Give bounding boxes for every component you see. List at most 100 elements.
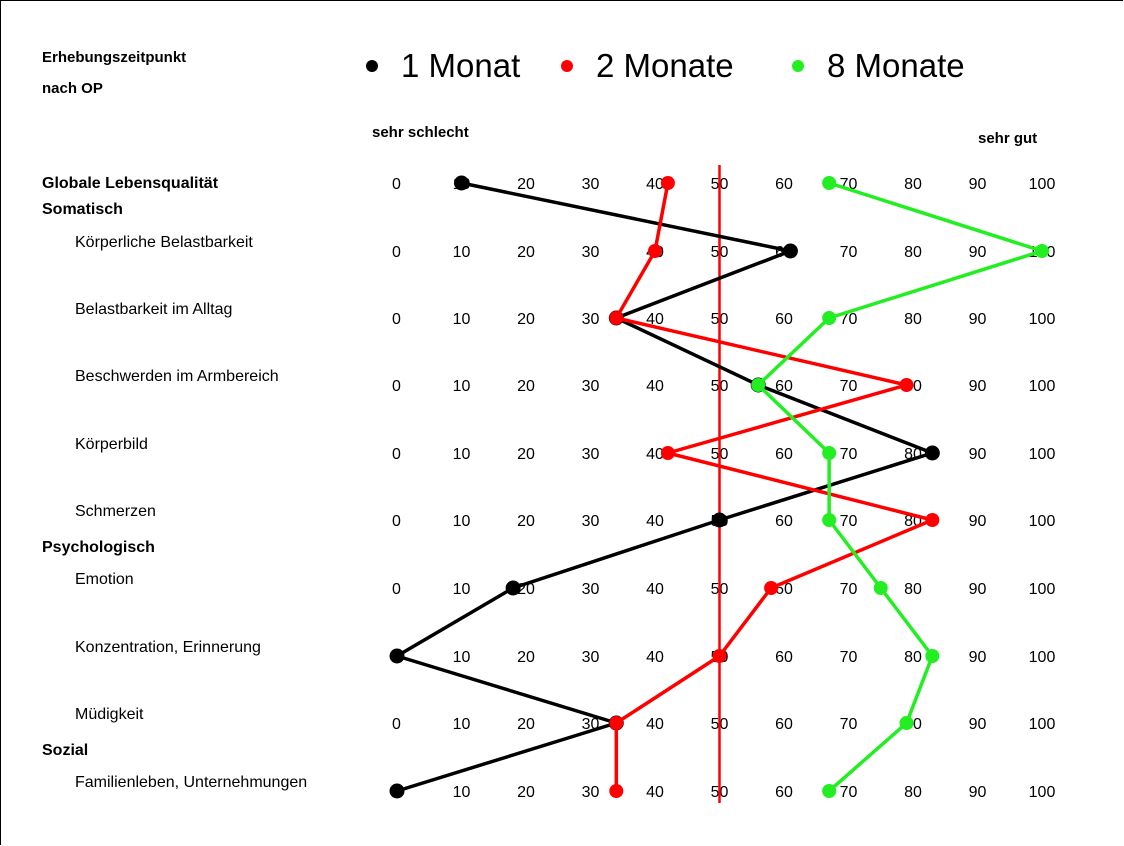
tick-label: 90 [969,446,987,463]
data-point [389,648,405,664]
tick-label: 90 [969,784,987,801]
tick-label: 40 [646,446,664,463]
data-point [764,581,779,595]
category-label: Globale Lebensqualität [42,175,219,192]
tick-label: 0 [392,378,401,395]
tick-label: 10 [453,784,471,801]
tick-label: 10 [453,716,471,733]
data-point [925,513,940,527]
tick-label: 90 [969,581,987,598]
legend-label: 1 Monat [401,47,520,84]
tick-label: 10 [453,378,471,395]
tick-label: 0 [392,446,401,463]
tick-label: 40 [646,513,664,530]
data-point [822,784,837,798]
row-label: Schmerzen [75,503,156,520]
tick-label: 70 [840,311,858,328]
row-label: Emotion [75,571,134,588]
data-point [822,176,837,190]
tick-label: 30 [582,649,600,666]
tick-label: 40 [646,311,664,328]
tick-label: 20 [517,649,535,666]
row-label: Beschwerden im Armbereich [75,368,279,385]
tick-label: 90 [969,649,987,666]
tick-label: 40 [646,176,664,193]
legend-marker [366,60,378,72]
data-point [782,243,798,259]
tick-label: 20 [517,176,535,193]
tick-label: 70 [840,649,858,666]
tick-label: 20 [517,716,535,733]
tick-label: 0 [392,581,401,598]
tick-label: 80 [904,244,922,261]
tick-label: 60 [775,649,793,666]
row-labels: Globale Lebensqualität Somatisch Körperlic… [42,175,307,791]
tick-label: 80 [904,176,922,193]
tick-label: 70 [840,716,858,733]
tick-label: 20 [517,784,535,801]
row-label: Belastbarkeit im Alltag [75,301,232,318]
data-point [609,716,624,730]
data-point [1035,244,1049,258]
legend-title-line-2: nach OP [42,80,103,97]
tick-label: 80 [904,311,922,328]
category-label: Sozial [42,742,88,759]
tick-label: 90 [969,716,987,733]
legend-title-line-1: Erhebungszeitpunkt [42,49,186,66]
tick-label: 30 [582,176,600,193]
tick-label: 10 [453,581,471,598]
data-point [924,445,940,461]
tick-label: 0 [392,244,401,261]
tick-label: 90 [969,378,987,395]
tick-label: 80 [904,581,922,598]
data-point [660,176,675,190]
tick-label: 10 [453,513,471,530]
row-label: Körperliche Belastbarkeit [75,234,253,251]
tick-label: 0 [392,513,401,530]
tick-label: 100 [1029,716,1056,733]
tick-label: 30 [582,784,600,801]
data-point [822,311,837,325]
data-point [454,175,469,191]
data-point [609,784,624,798]
tick-label: 10 [453,311,471,328]
data-point [712,649,727,663]
tick-label: 30 [582,311,600,328]
tick-label: 40 [646,716,664,733]
tick-label: 60 [775,176,793,193]
data-point [648,244,662,258]
tick-label: 90 [969,311,987,328]
data-point [660,446,675,460]
tick-label: 90 [969,244,987,261]
tick-label: 30 [582,513,600,530]
series-line [395,181,935,793]
data-point [899,716,914,730]
tick-label: 0 [392,176,401,193]
tick-label: 80 [904,649,922,666]
data-point [899,378,914,392]
tick-label: 20 [517,513,535,530]
tick-label: 20 [517,244,535,261]
data-point [505,580,521,596]
data-point [609,311,624,325]
tick-label: 60 [775,446,793,463]
tick-label: 30 [582,244,600,261]
row-label: Körperbild [75,436,148,453]
tick-label: 100 [1029,378,1056,395]
tick-label: 0 [392,716,401,733]
tick-label: 100 [1029,513,1056,530]
tick-label: 70 [840,378,858,395]
tick-label: 10 [453,244,471,261]
tick-label: 100 [1029,446,1056,463]
tick-label: 20 [517,378,535,395]
data-point [389,783,405,799]
tick-label: 40 [646,649,664,666]
tick-label: 60 [775,716,793,733]
data-point [822,446,837,460]
tick-label: 80 [904,784,922,801]
tick-label: 70 [840,446,858,463]
tick-label: 100 [1029,784,1056,801]
data-point [822,513,837,527]
tick-labels: 0102030405060708090100010203040506070809… [392,176,1055,801]
